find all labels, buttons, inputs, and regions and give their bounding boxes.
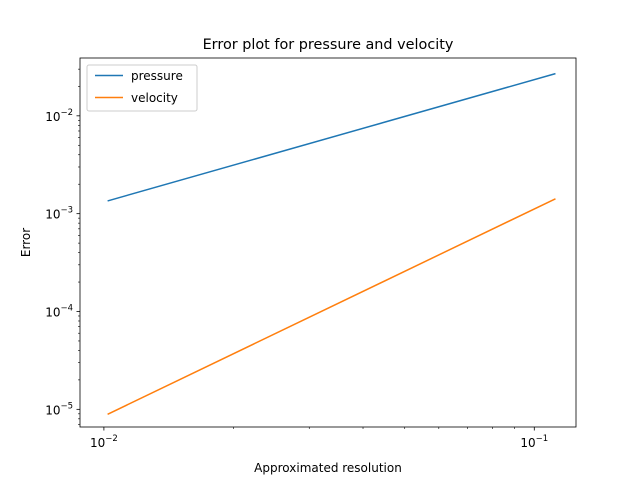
y-tick-label-exponent: −5 [60,401,73,411]
y-tick-label-base: 10 [45,306,60,320]
y-tick-label-exponent: −3 [60,206,73,216]
y-axis-label: Error [19,228,33,257]
y-tick-label: 10−4 [45,304,73,320]
y-tick-label-base: 10 [45,403,60,417]
series-line-velocity [107,198,556,415]
legend-box [86,64,198,112]
y-axis: 10−510−410−310−2 [45,68,80,425]
x-tick-label-exponent: −1 [536,434,549,444]
y-tick-label: 10−3 [45,206,73,222]
x-tick-label: 10−1 [520,434,548,450]
chart-title: Error plot for pressure and velocity [203,37,454,53]
y-tick-label-base: 10 [45,110,60,124]
x-tick-label-base: 10 [90,436,105,450]
y-tick-label-exponent: −2 [60,108,73,118]
x-tick-label-exponent: −2 [105,434,118,444]
series-line-pressure [107,72,556,202]
plot-area [79,57,577,428]
y-tick-label-exponent: −4 [60,304,73,314]
y-tick-label-base: 10 [45,208,60,222]
y-tick-label: 10−2 [45,108,73,124]
x-axis-label: Approximated resolution [254,461,402,475]
x-tick-label: 10−2 [90,434,118,450]
legend-label-pressure: pressure [131,69,183,83]
x-axis: 10−2 10−1 [90,427,548,450]
x-tick-label-base: 10 [520,436,535,450]
series-lines [107,72,556,415]
legend-label-velocity: velocity [131,91,178,105]
y-tick-label: 10−5 [45,401,73,417]
plot-frame [79,57,577,428]
legend: pressure velocity [86,64,198,112]
